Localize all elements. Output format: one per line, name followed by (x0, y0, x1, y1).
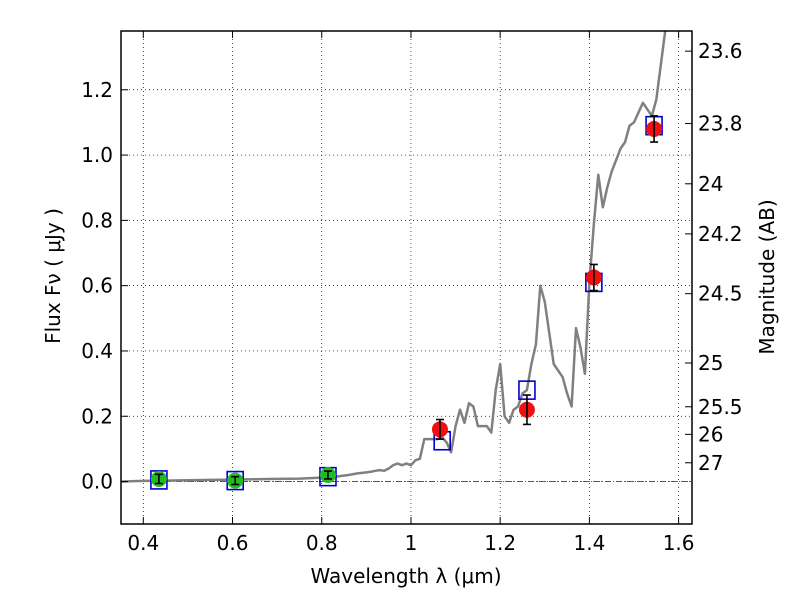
y-axis-title: Flux Fν ( μJy ) (41, 208, 65, 344)
plot-frame (120, 30, 693, 525)
y-tick-label: 0.4 (81, 339, 113, 363)
magnitude-tick-label: 24.5 (698, 282, 743, 306)
model-photometry-square (150, 470, 168, 490)
x-tick-label: 0.6 (217, 531, 249, 555)
x-tick-label: 1.6 (663, 531, 695, 555)
x-tick-label: 1 (405, 531, 418, 555)
magnitude-tick-label: 25 (698, 351, 723, 375)
magnitude-tick-label: 26 (698, 422, 723, 446)
x-tick-labels: 0.4 0.6 0.8 1 1.2 1.4 1.6 (127, 531, 694, 555)
magnitude-tick-label: 27 (698, 451, 723, 475)
y2-axis-title: Magnitude (AB) (755, 199, 779, 354)
y-tick-label: 1.2 (81, 78, 113, 102)
x-tick-label: 1.4 (573, 531, 605, 555)
magnitude-tick-label: 24 (698, 172, 723, 196)
y-tick-labels: 0.0 0.2 0.4 0.6 0.8 1.0 1.2 (81, 78, 113, 494)
magnitude-tick-label: 23.8 (698, 112, 743, 136)
x-tick-label: 0.4 (127, 531, 159, 555)
y-tick-label: 1.0 (81, 143, 113, 167)
grid-lines (121, 31, 692, 524)
magnitude-tick-label: 24.2 (698, 222, 743, 246)
y-tick-label: 0.8 (81, 208, 113, 232)
magnitude-tick-label: 23.6 (698, 39, 743, 63)
spectrum-line (121, 31, 667, 483)
y-tick-label: 0.0 (81, 470, 113, 494)
tick-marks (121, 31, 692, 524)
y-tick-label: 0.2 (81, 404, 113, 428)
x-axis-title: Wavelength λ (μm) (310, 564, 501, 588)
series-layer (121, 31, 667, 491)
x-tick-label: 0.8 (306, 531, 338, 555)
magnitude-tick-label: 25.5 (698, 395, 743, 419)
y-tick-label: 0.6 (81, 274, 113, 298)
magnitude-tick-labels: 23.6 23.8 24 24.2 24.5 25 25.5 26 27 (698, 39, 743, 475)
x-tick-label: 1.2 (484, 531, 516, 555)
